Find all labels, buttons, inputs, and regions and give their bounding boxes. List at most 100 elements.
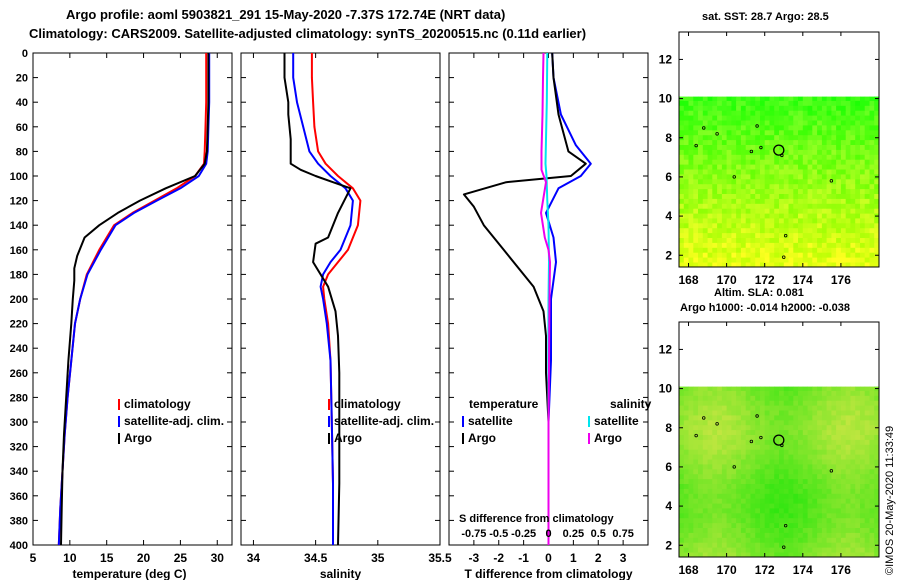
heatmap-cell — [826, 508, 832, 514]
heatmap-cell — [812, 105, 818, 111]
heatmap-cell — [740, 120, 747, 126]
heatmap-cell — [864, 405, 870, 411]
heatmap-cell — [726, 154, 732, 160]
heatmap-cell — [817, 512, 823, 519]
heatmap-cell — [721, 434, 728, 440]
heatmap-cell — [774, 400, 780, 406]
heatmap-cell — [864, 203, 870, 209]
heatmap-cell — [874, 183, 880, 190]
x-tick-label: 35.5 — [428, 551, 452, 565]
heatmap-cell — [869, 429, 875, 435]
heatmap-cell — [850, 527, 856, 533]
heatmap-cell — [821, 183, 828, 190]
heatmap-cell — [783, 232, 789, 238]
heatmap-cell — [702, 488, 708, 494]
heatmap-cell — [764, 252, 770, 258]
heatmap-cell — [850, 174, 856, 180]
heatmap-cell — [864, 242, 870, 248]
heatmap-cell — [836, 434, 842, 440]
heatmap-cell — [845, 183, 851, 190]
heatmap-cell — [840, 115, 847, 121]
heatmap-cell — [855, 439, 861, 445]
heatmap-cell — [726, 120, 732, 126]
legend-label: climatology — [124, 397, 191, 411]
series-line-satellite-adj-clim- — [292, 53, 354, 545]
heatmap-cell — [698, 478, 704, 484]
heatmap-cell — [783, 129, 789, 136]
heatmap-cell — [807, 542, 813, 548]
heatmap-cell — [693, 139, 699, 145]
heatmap-cell — [764, 100, 770, 106]
heatmap-cell — [864, 193, 870, 199]
heatmap-cell — [764, 537, 770, 543]
heatmap-cell — [717, 483, 723, 489]
heatmap-cell — [731, 164, 737, 170]
heatmap-cell — [707, 454, 713, 460]
heatmap-cell — [731, 449, 737, 455]
heatmap-cell — [750, 178, 756, 185]
heatmap-cell — [836, 203, 842, 209]
heatmap-cell — [817, 198, 823, 204]
heatmap-cell — [821, 159, 828, 165]
heatmap-cell — [693, 232, 699, 238]
heatmap-cell — [755, 410, 761, 416]
heatmap-cell — [702, 154, 708, 160]
heatmap-cell — [850, 419, 856, 426]
heatmap-cell — [802, 120, 808, 126]
heatmap-cell — [774, 252, 780, 258]
heatmap-cell — [779, 483, 785, 489]
heatmap-cell — [764, 154, 770, 160]
heatmap-cell — [736, 262, 742, 268]
heatmap-cell — [745, 508, 751, 514]
heatmap-cell — [702, 493, 708, 499]
heatmap-cell — [845, 527, 851, 533]
x-tick-label: 35 — [371, 551, 385, 565]
heatmap-cell — [783, 429, 789, 435]
heatmap-cell — [764, 464, 770, 470]
heatmap-cell — [693, 188, 699, 194]
heatmap-cell — [702, 429, 708, 435]
heatmap-cell — [869, 203, 875, 209]
heatmap-cell — [764, 198, 770, 204]
heatmap-cell — [774, 227, 780, 234]
heatmap-cell — [864, 174, 870, 180]
heatmap-cell — [707, 459, 713, 465]
heatmap-cell — [864, 512, 870, 519]
heatmap-cell — [817, 400, 823, 406]
heatmap-cell — [683, 159, 689, 165]
heatmap-cell — [712, 213, 718, 219]
heatmap-cell — [731, 493, 737, 499]
heatmap-cell — [826, 237, 832, 243]
heatmap-cell — [821, 218, 828, 224]
heatmap-cell — [774, 439, 780, 445]
heatmap-cell — [717, 169, 723, 175]
heatmap-cell — [736, 120, 742, 126]
heatmap-cell — [774, 419, 780, 426]
heatmap-cell — [864, 164, 870, 170]
heatmap-cell — [798, 257, 804, 263]
heatmap-cell — [783, 218, 789, 224]
heatmap-cell — [698, 203, 704, 209]
heatmap-cell — [779, 183, 785, 190]
heatmap-cell — [755, 464, 761, 470]
heatmap-cell — [807, 537, 813, 543]
heatmap-cell — [793, 134, 799, 141]
heatmap-cell — [736, 252, 742, 258]
heatmap-cell — [769, 169, 775, 175]
heatmap-cell — [740, 154, 747, 160]
heatmap-cell — [860, 110, 866, 116]
heatmap-cell — [698, 183, 704, 190]
heatmap-cell — [721, 464, 728, 470]
heatmap-cell — [850, 508, 856, 514]
heatmap-cell — [688, 144, 694, 150]
heatmap-cell — [817, 174, 823, 180]
heatmap-cell — [702, 542, 708, 548]
heatmap-cell — [817, 242, 823, 248]
heatmap-cell — [840, 405, 847, 411]
heatmap-cell — [721, 227, 728, 234]
heatmap-cell — [826, 218, 832, 224]
heatmap-cell — [802, 537, 808, 543]
heatmap-cell — [683, 183, 689, 190]
heatmap-cell — [693, 527, 699, 533]
heatmap-cell — [679, 439, 685, 445]
